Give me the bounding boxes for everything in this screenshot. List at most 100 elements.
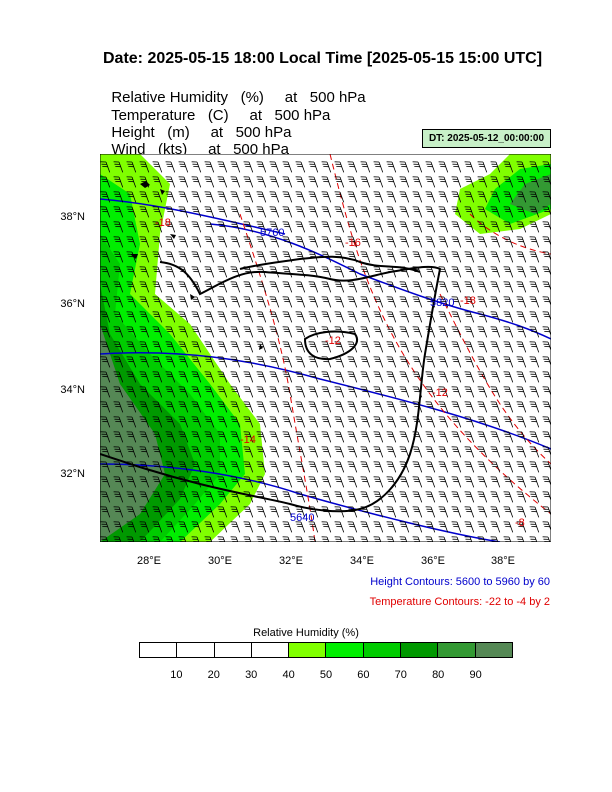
wind-barb [230, 371, 241, 383]
wind-barb [451, 191, 462, 203]
wind-barb [256, 206, 267, 218]
wind-barb [282, 431, 293, 443]
wind-barb [399, 236, 410, 248]
wind-barb [308, 266, 319, 278]
contour-labels: 5760 5820 5640 -16 -18 -12 -12 -8 -14 -18 [155, 217, 525, 529]
wind-barb [412, 296, 423, 308]
wind-barbs [100, 161, 551, 542]
wind-barb [126, 371, 137, 383]
wind-barb [477, 281, 488, 293]
wind-barb [191, 176, 202, 188]
wind-barb [412, 311, 423, 323]
wind-barb [425, 461, 436, 473]
wind-barb [477, 506, 488, 518]
wind-barb [399, 161, 410, 173]
wind-barb [308, 431, 319, 443]
wind-barb [204, 521, 215, 533]
wind-barb [542, 431, 551, 443]
wind-barb [438, 206, 449, 218]
wind-barb [347, 386, 358, 398]
wind-barb [204, 341, 215, 353]
wind-barb [516, 341, 527, 353]
wind-barb [126, 401, 137, 413]
wind-barb [321, 161, 332, 173]
wind-barb [126, 431, 137, 443]
wind-barb [100, 191, 111, 203]
wind-barb [282, 506, 293, 518]
wind-barb [347, 446, 358, 458]
wind-barb [243, 176, 254, 188]
wind-barb [282, 221, 293, 233]
wind-barb [386, 221, 397, 233]
colorbar-segment [214, 643, 252, 657]
wind-barb [451, 266, 462, 278]
wind-barb [438, 236, 449, 248]
wind-barb [295, 386, 306, 398]
wind-barb [503, 236, 514, 248]
wind-barb [191, 221, 202, 233]
wind-barb [308, 401, 319, 413]
wind-barb [295, 281, 306, 293]
wind-barb [165, 476, 176, 488]
wind-barb [217, 251, 228, 263]
colorbar-segment [177, 643, 215, 657]
wind-barb [321, 296, 332, 308]
wind-barb [321, 491, 332, 503]
wind-barb [503, 341, 514, 353]
wind-barb [243, 266, 254, 278]
wind-barb [334, 281, 345, 293]
wind-barb [334, 206, 345, 218]
wind-barb [360, 161, 371, 173]
wind-barb [529, 326, 540, 338]
wind-barb [451, 221, 462, 233]
wind-barb [477, 356, 488, 368]
wind-barb [191, 521, 202, 533]
wind-barb [230, 506, 241, 518]
wind-barb [243, 461, 254, 473]
wind-barb [321, 221, 332, 233]
wind-barb [139, 371, 150, 383]
wind-barb [438, 506, 449, 518]
wind-barb [165, 431, 176, 443]
wind-barb [217, 386, 228, 398]
wind-barb [529, 491, 540, 503]
wind-barb [503, 506, 514, 518]
wind-barb [360, 356, 371, 368]
wind-barb [321, 251, 332, 263]
wind-barb [386, 281, 397, 293]
temp-contour-label: -8 [515, 517, 525, 529]
wind-barb [152, 326, 163, 338]
wind-barb [139, 446, 150, 458]
wind-barb [295, 356, 306, 368]
wind-barb [412, 176, 423, 188]
lat-label-34: 34°N [60, 384, 85, 396]
wind-barb [516, 191, 527, 203]
wind-barb [100, 206, 111, 218]
wind-barb [126, 296, 137, 308]
wind-barb [230, 176, 241, 188]
wind-barb [386, 356, 397, 368]
wind-barb [386, 176, 397, 188]
wind-barb [217, 416, 228, 428]
wind-barb [477, 191, 488, 203]
colorbar-tick-label: 50 [319, 669, 333, 681]
wind-barb [100, 311, 111, 323]
wind-barb [503, 416, 514, 428]
wind-barb [308, 476, 319, 488]
wind-barb [152, 416, 163, 428]
wind-barb [412, 326, 423, 338]
wind-barb [178, 281, 189, 293]
wind-barb [334, 161, 345, 173]
wind-barb [373, 191, 384, 203]
wind-barb [126, 461, 137, 473]
wind-barb [516, 236, 527, 248]
wind-barb [269, 521, 280, 533]
wind-barb [308, 356, 319, 368]
wind-barb [308, 296, 319, 308]
wind-barb [165, 206, 176, 218]
wind-barb [490, 401, 501, 413]
wind-barb [165, 236, 176, 248]
wind-barb [386, 476, 397, 488]
wind-barb [503, 206, 514, 218]
wind-barb [399, 446, 410, 458]
